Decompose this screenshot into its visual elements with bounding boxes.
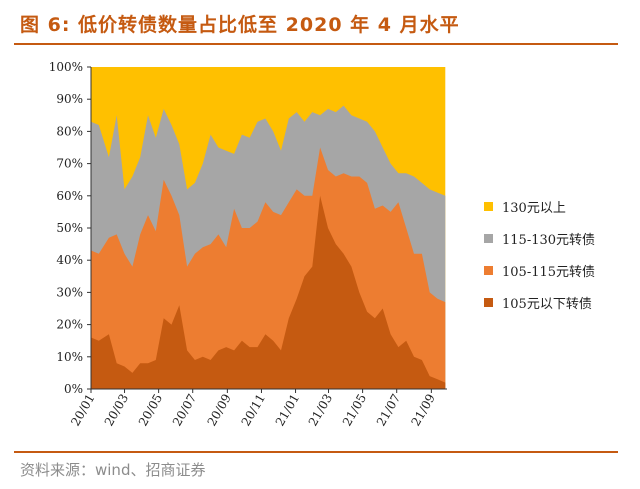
legend: 130元以上 115-130元转债 105-115元转债 105元以下转债 [484, 190, 595, 318]
x-tick-label: 20/11 [239, 392, 268, 429]
x-tick-label: 20/03 [102, 392, 131, 429]
y-tick-label: 100% [49, 60, 83, 74]
x-tick-label: 21/09 [409, 392, 438, 429]
legend-swatch [484, 233, 493, 243]
legend-item: 115-130元转债 [484, 222, 595, 254]
x-tick-label: 21/07 [374, 392, 403, 429]
legend-label: 105元以下转债 [502, 296, 592, 312]
y-tick-label: 30% [56, 285, 83, 299]
title-divider [14, 43, 618, 45]
y-tick-label: 90% [56, 92, 83, 106]
y-tick-label: 40% [56, 253, 83, 267]
y-axis: 0% 10% 20% 30% 40% 50% 60% 70% 80% 90% 100% [49, 60, 92, 396]
legend-label: 130元以上 [502, 200, 566, 216]
legend-label: 105-115元转债 [502, 264, 596, 280]
legend-swatch [484, 297, 493, 307]
legend-item: 105元以下转债 [484, 286, 595, 318]
legend-swatch [484, 265, 493, 275]
source-note: 资料来源：wind、招商证券 [20, 461, 206, 479]
area-layer [91, 67, 446, 389]
stacked-area-chart: 0%10%20%30%40%50%60%70%80%90%100% 20/01 2… [49, 60, 447, 429]
page-title: 图 6: 低价转债数量占比低至 2020 年 4 月水平 [20, 14, 460, 36]
y-tick-label: 60% [56, 189, 83, 203]
x-tick-label: 20/09 [205, 392, 234, 429]
y-tick-label: 10% [56, 350, 83, 364]
footer-divider [14, 451, 618, 453]
x-tick-label: 20/01 [68, 392, 97, 429]
y-tick-label: 80% [56, 124, 83, 138]
y-tick-label: 50% [56, 221, 83, 235]
y-tick-label: 70% [56, 157, 83, 171]
x-tick-label: 21/03 [306, 392, 335, 429]
legend-label: 115-130元转债 [502, 232, 596, 248]
x-tick-label: 20/07 [170, 392, 199, 429]
x-tick-label: 21/05 [340, 392, 369, 429]
legend-swatch [484, 201, 493, 211]
legend-item: 105-115元转债 [484, 254, 595, 286]
x-axis: 20/01 20/03 20/05 20/07 20/09 20/11 21/01 21/03… [68, 388, 447, 429]
series-area [91, 195, 446, 389]
y-tick-label: 20% [56, 318, 83, 332]
x-tick-label: 20/05 [136, 392, 165, 429]
y-tick-label: 0% [64, 382, 83, 396]
legend-item: 130元以上 [484, 190, 595, 222]
x-tick-label: 21/01 [273, 392, 302, 429]
